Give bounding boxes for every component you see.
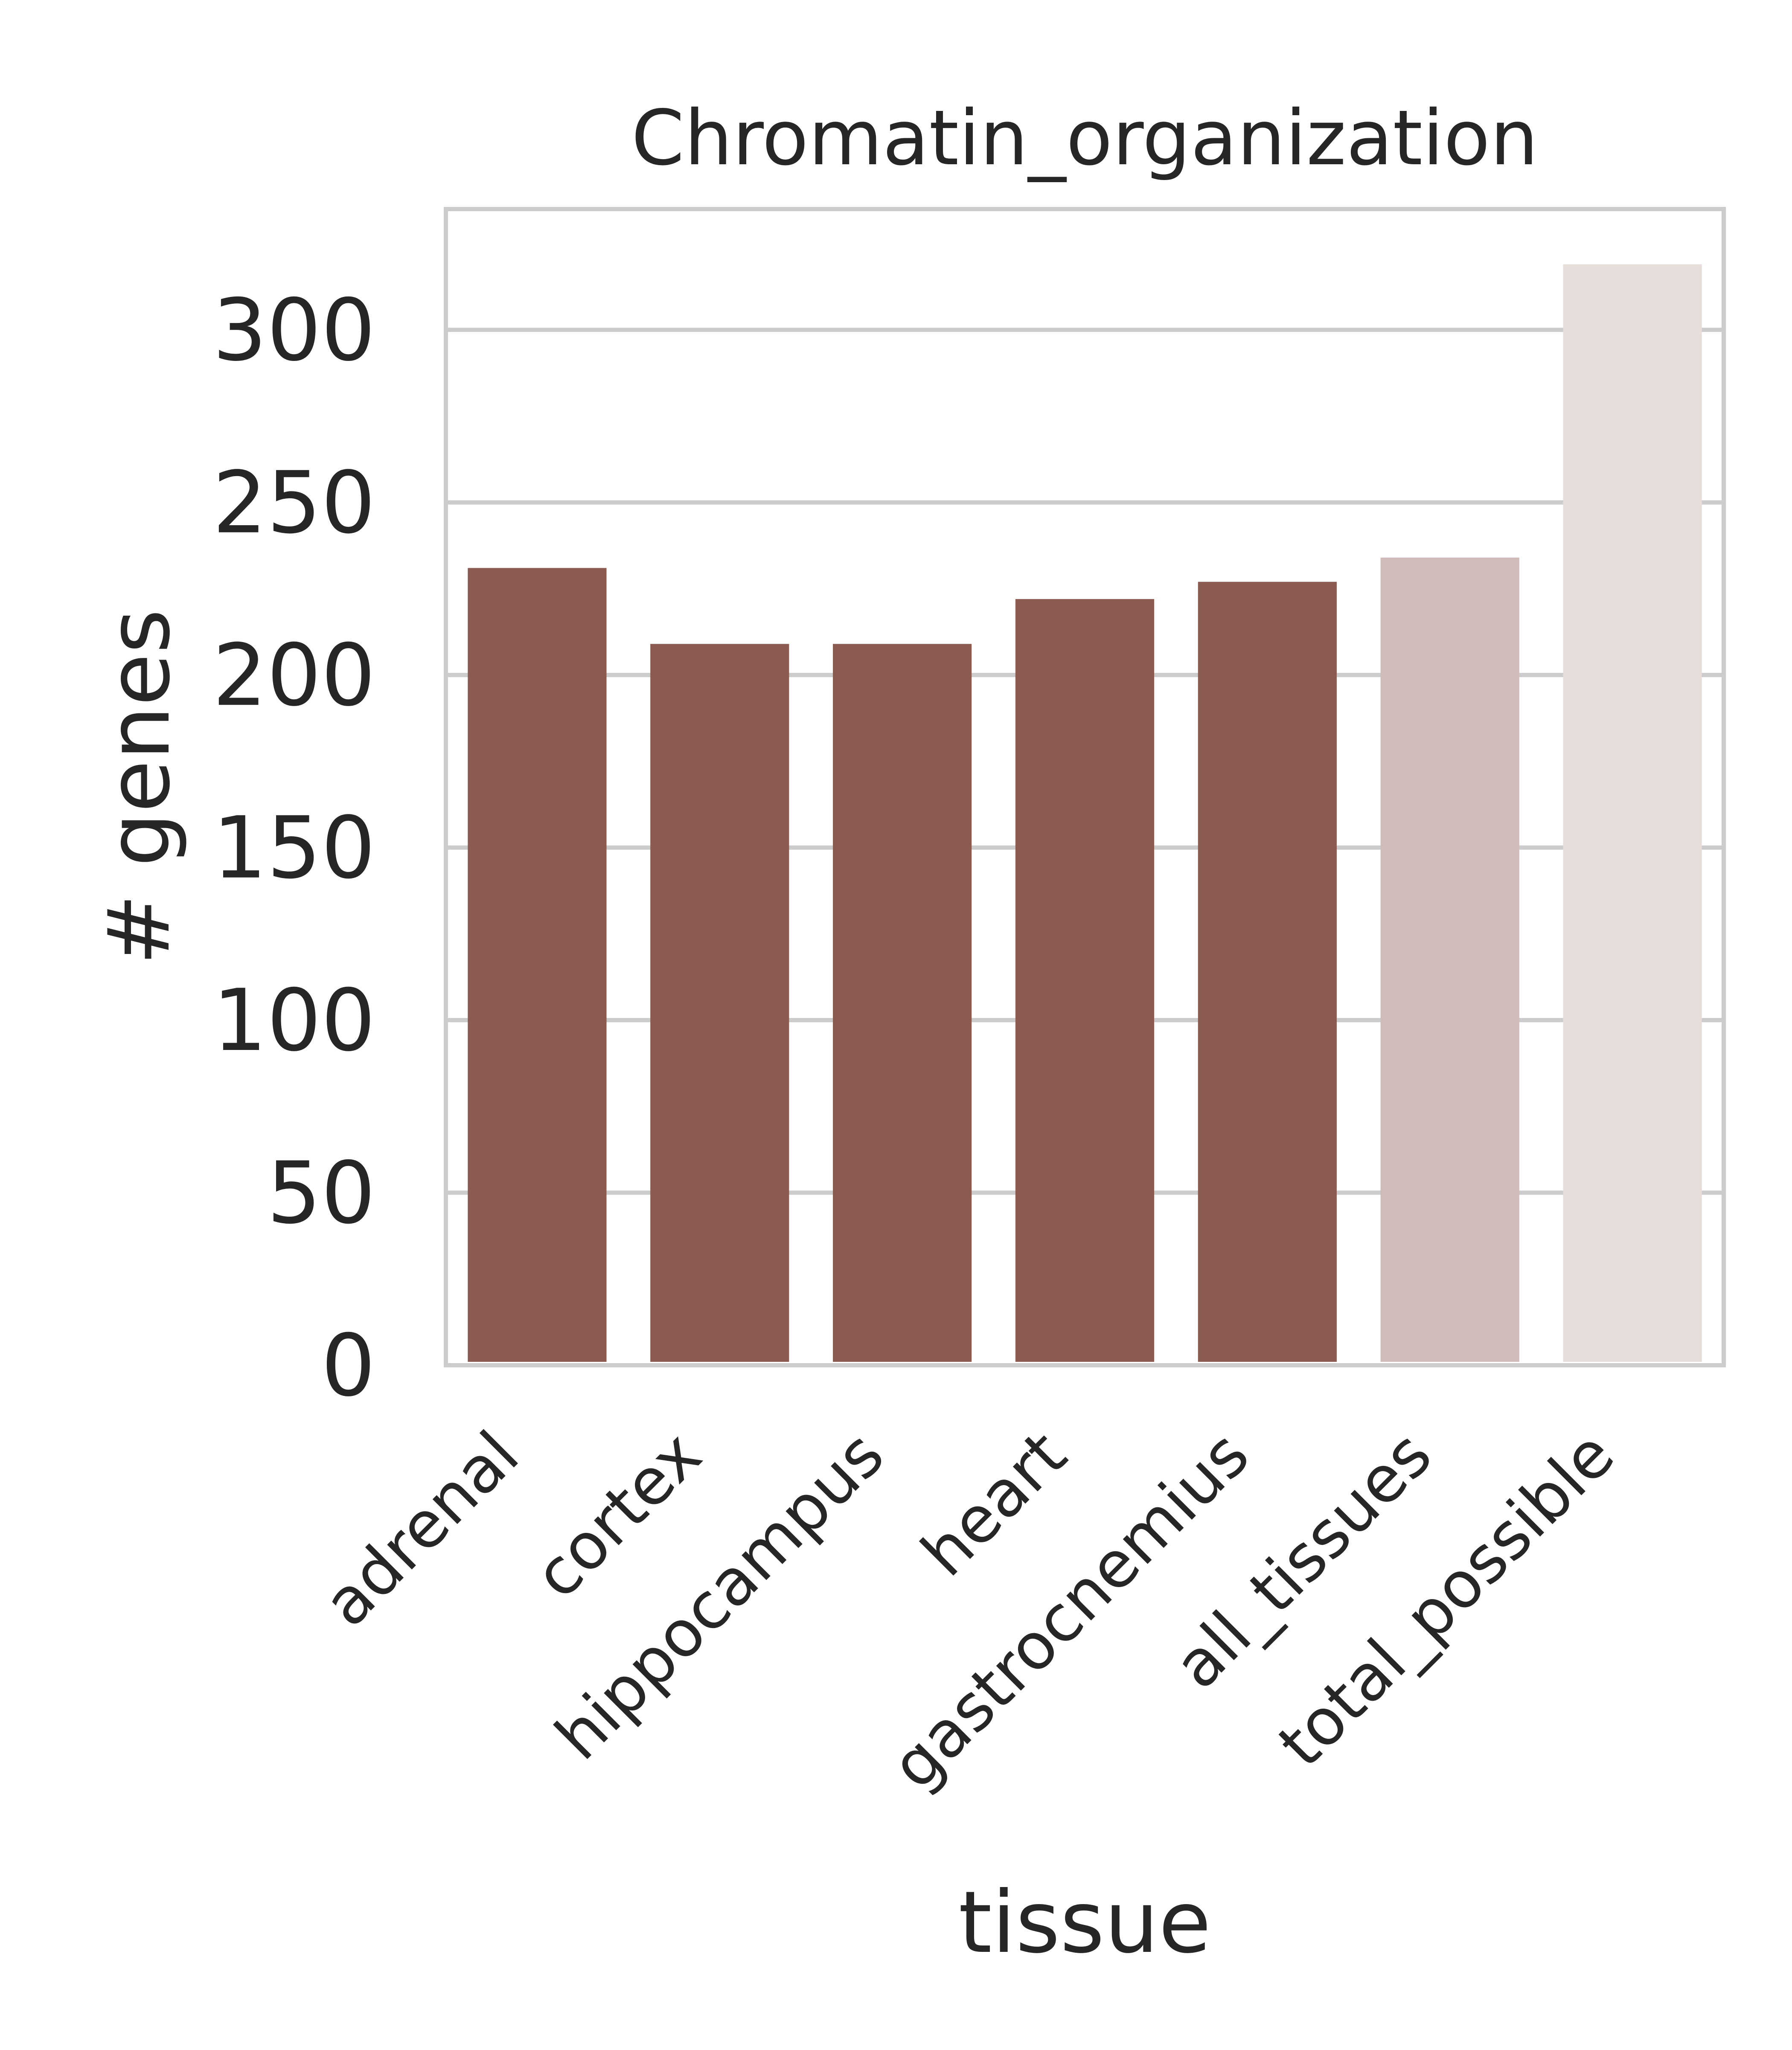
bar-heart [1015, 599, 1155, 1362]
y-tick-label: 150 [212, 799, 375, 898]
y-axis-label: # genes [90, 609, 189, 965]
chart-title: Chromatin_organization [631, 94, 1539, 182]
x-axis-label: tissue [958, 1873, 1211, 1972]
bar-cortex [650, 644, 789, 1362]
bar-adrenal [468, 568, 607, 1362]
y-tick-label: 50 [267, 1144, 376, 1243]
bar-total-possible [1563, 264, 1702, 1362]
bar-gastrocnemius [1198, 582, 1337, 1362]
y-tick-label: 300 [212, 281, 375, 380]
y-tick-label: 200 [212, 626, 375, 725]
bars [468, 264, 1702, 1362]
y-tick-labels: 0 50 100 150 200 250 300 [212, 281, 375, 1416]
bar-all-tissues [1380, 558, 1519, 1362]
plot-frame [444, 207, 1726, 1367]
bar-hippocampus [833, 644, 972, 1362]
y-tick-label: 250 [212, 454, 375, 553]
y-tick-label: 100 [212, 971, 375, 1070]
y-tick-label: 0 [321, 1316, 375, 1416]
